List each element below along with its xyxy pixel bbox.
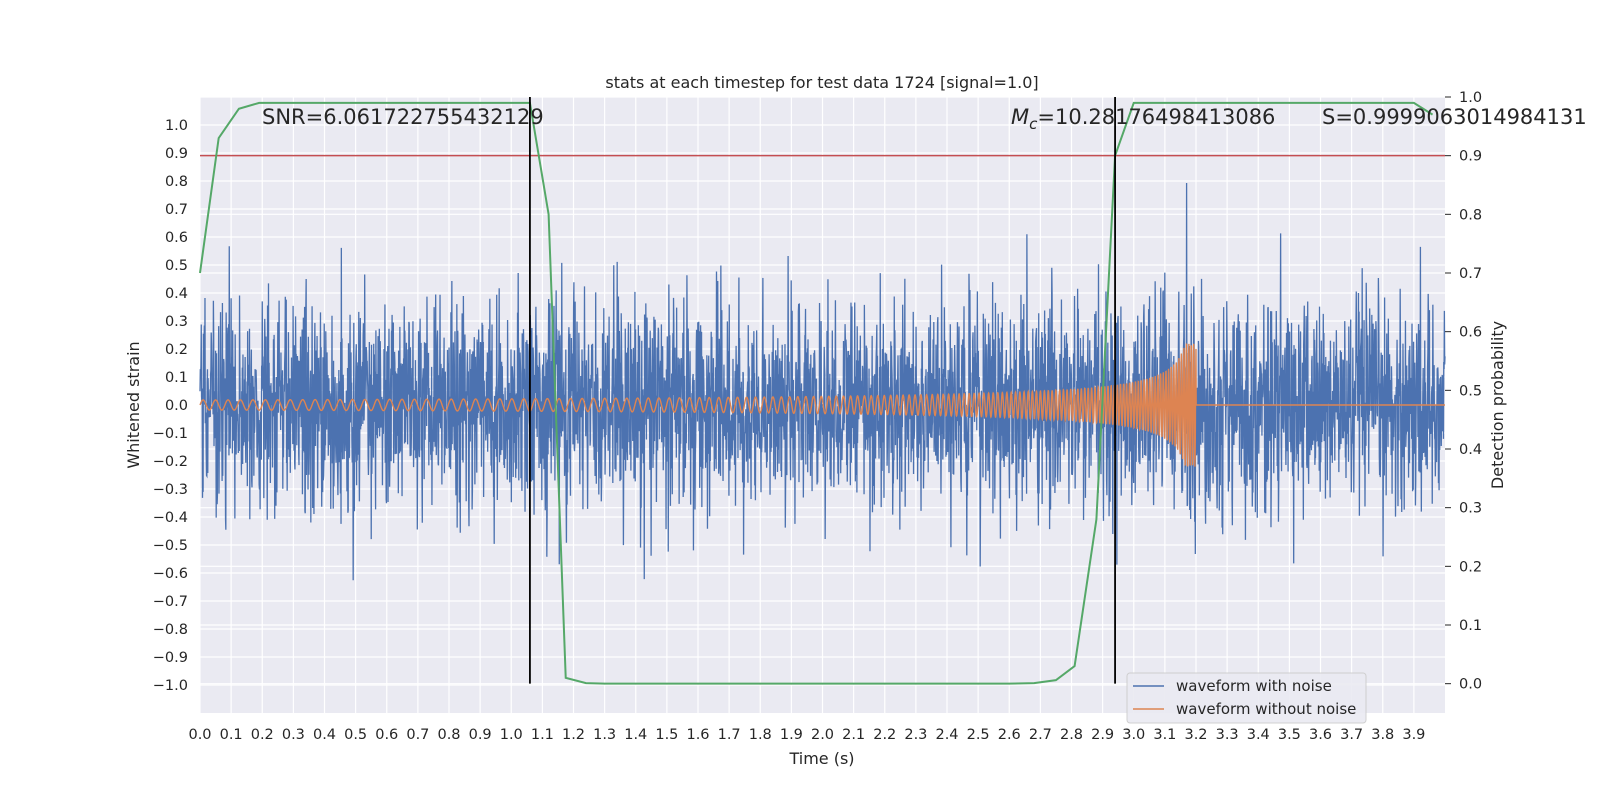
x-tick-label: 2.1 <box>842 727 865 743</box>
x-tick-label: 3.0 <box>1122 727 1145 743</box>
x-tick-label: 2.6 <box>998 727 1021 743</box>
y2-tick-label: 0.9 <box>1459 149 1482 165</box>
x-tick-label: 1.8 <box>749 727 772 743</box>
x-tick-label: 2.2 <box>873 727 896 743</box>
x-tick-label: 0.6 <box>375 727 398 743</box>
y2-tick-label: 0.8 <box>1459 207 1482 223</box>
y-tick-label: 0.6 <box>165 230 188 246</box>
noise-waveform-line <box>199 183 1446 581</box>
y-tick-label: −0.8 <box>153 622 188 638</box>
x-tick-label: 0.3 <box>282 727 305 743</box>
x-tick-label: 0.0 <box>188 727 211 743</box>
x-tick-label: 2.0 <box>811 727 834 743</box>
x-tick-label: 0.1 <box>220 727 243 743</box>
y-tick-label: 0.1 <box>165 370 188 386</box>
x-tick-label: 3.4 <box>1247 727 1270 743</box>
detection-probability-line <box>199 101 1434 685</box>
x-tick-label: 2.9 <box>1091 727 1114 743</box>
x-tick-label: 2.7 <box>1029 727 1052 743</box>
overlays <box>199 97 1445 685</box>
y-tick-label: −0.9 <box>153 650 188 666</box>
y-tick-label: 0.8 <box>165 174 188 190</box>
y-tick-label: −0.2 <box>153 454 188 470</box>
x-tick-label: 2.5 <box>967 727 990 743</box>
x-tick-label: 2.3 <box>904 727 927 743</box>
y2-tick-label: 0.2 <box>1459 559 1482 575</box>
y-tick-label: −0.3 <box>153 482 188 498</box>
y-tick-label: −0.7 <box>153 594 188 610</box>
x-tick-label: 2.8 <box>1060 727 1083 743</box>
y-tick-label: −0.6 <box>153 566 188 582</box>
y-tick-label: 0.2 <box>165 342 188 358</box>
legend-box <box>1126 672 1367 724</box>
clean-waveform-line <box>199 343 1445 467</box>
signal-series <box>199 343 1445 467</box>
y2-tick-label: 0.0 <box>1459 677 1482 693</box>
mc-symbol: M <box>1011 105 1029 129</box>
y-tick-label: 0.3 <box>165 314 188 330</box>
x-tick-label: 3.1 <box>1153 727 1176 743</box>
mc-annotation: Mc=10.28176498413086 <box>1011 105 1275 133</box>
y-tick-label: 0.5 <box>165 258 188 274</box>
y2-tick-label: 0.7 <box>1459 266 1482 282</box>
x-tick-label: 3.7 <box>1340 727 1363 743</box>
x-tick-label: 1.1 <box>531 727 554 743</box>
y2-axis-label: Detection probability <box>1488 321 1507 489</box>
x-tick-label: 3.3 <box>1216 727 1239 743</box>
x-tick-label: 3.8 <box>1371 727 1394 743</box>
y2-tick-label: 0.4 <box>1459 442 1482 458</box>
y-axis-label: Whitened strain <box>124 341 143 468</box>
x-tick-label: 0.5 <box>344 727 367 743</box>
x-tick-label: 3.6 <box>1309 727 1332 743</box>
y-tick-label: 0.7 <box>165 202 188 218</box>
x-tick-label: 1.2 <box>562 727 585 743</box>
x-tick-label: 3.5 <box>1278 727 1301 743</box>
y2-tick-label: 0.5 <box>1459 383 1482 399</box>
y-tick-label: 1.0 <box>165 118 188 134</box>
x-tick-label: 1.7 <box>718 727 741 743</box>
x-tick-label: 0.9 <box>469 727 492 743</box>
x-tick-label: 1.4 <box>624 727 647 743</box>
y-tick-label: −0.4 <box>153 510 188 526</box>
chart-title: stats at each timestep for test data 172… <box>605 73 1038 92</box>
mc-subscript: c <box>1029 115 1038 133</box>
s-annotation: S=0.9999063014984131 <box>1322 105 1587 129</box>
y-tick-label: −0.1 <box>153 426 188 442</box>
y-tick-label: 0.9 <box>165 146 188 162</box>
x-tick-label: 0.4 <box>313 727 336 743</box>
x-tick-label: 0.8 <box>437 727 460 743</box>
y-tick-label: −1.0 <box>153 678 188 694</box>
x-tick-label: 1.0 <box>500 727 523 743</box>
y2-tick-label: 1.0 <box>1459 90 1482 106</box>
x-tick-label: 0.2 <box>251 727 274 743</box>
x-tick-label: 0.7 <box>406 727 429 743</box>
mc-value: =10.28176498413086 <box>1037 105 1275 129</box>
legend-label-clean: waveform without noise <box>1176 700 1356 718</box>
noise-series <box>199 183 1446 581</box>
legend: waveform with noise waveform without noi… <box>1126 672 1367 724</box>
y-tick-label: 0.0 <box>165 398 188 414</box>
x-tick-label: 1.6 <box>686 727 709 743</box>
x-tick-label: 2.4 <box>935 727 958 743</box>
x-axis-label: Time (s) <box>788 749 854 768</box>
x-tick-label: 3.9 <box>1402 727 1425 743</box>
x-tick-label: 1.3 <box>593 727 616 743</box>
tick-labels: 0.0 0.1 0.2 0.3 0.4 0.5 0.6 0.7 0.8 0.9 1.0 1.1 1.2 1… <box>153 90 1482 743</box>
x-tick-label: 3.2 <box>1184 727 1207 743</box>
x-tick-label: 1.9 <box>780 727 803 743</box>
y2-tick-label: 0.1 <box>1459 618 1482 634</box>
y2-tick-label: 0.3 <box>1459 501 1482 517</box>
y-tick-label: −0.5 <box>153 538 188 554</box>
x-tick-label: 1.5 <box>655 727 678 743</box>
y2-tick-label: 0.6 <box>1459 325 1482 341</box>
legend-label-noise: waveform with noise <box>1176 677 1332 695</box>
snr-annotation: SNR=6.061722755432129 <box>262 105 544 129</box>
y-tick-label: 0.4 <box>165 286 188 302</box>
